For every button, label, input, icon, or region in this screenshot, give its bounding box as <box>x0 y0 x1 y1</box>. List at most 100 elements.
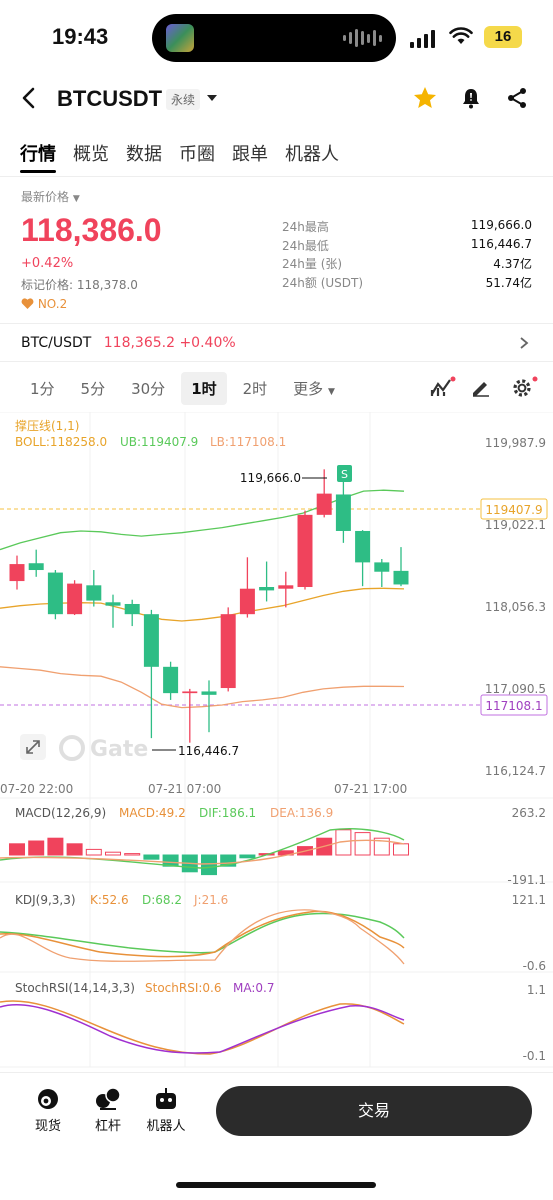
candle-body <box>9 564 25 582</box>
margin-icon <box>96 1087 121 1110</box>
status-time: 19:43 <box>52 24 109 49</box>
indicator-title: 撑压线(1,1) <box>15 418 79 433</box>
indicators-icon[interactable] <box>430 376 456 398</box>
interval-more[interactable]: 更多 ▼ <box>283 372 345 405</box>
candle-body <box>316 493 332 515</box>
favorite-star-icon[interactable] <box>412 85 438 111</box>
contract-type-badge: 永续 <box>166 89 201 110</box>
interval-2h[interactable]: 2时 <box>242 380 268 398</box>
chevron-right-icon[interactable] <box>519 336 529 350</box>
candle <box>259 561 275 602</box>
boll-lower-label: LB:117108.1 <box>210 435 286 449</box>
last-price-label-text: 最新价格 <box>21 190 70 204</box>
candle-body <box>182 691 198 694</box>
candle <box>316 469 332 518</box>
stat-value: 4.37亿 <box>493 257 532 271</box>
macd-axis-min: -191.1 <box>507 873 546 887</box>
macd-bar <box>393 843 409 856</box>
tab-overview[interactable]: 概览 <box>73 144 109 165</box>
kdj-k: K:52.6 <box>90 893 129 907</box>
candle <box>297 510 313 590</box>
candle-body <box>259 587 275 591</box>
active-tab-indicator <box>20 170 56 173</box>
mark-price: 标记价格: 118,378.0 <box>21 278 138 292</box>
candle <box>355 530 371 587</box>
interval-30m[interactable]: 30分 <box>131 380 166 398</box>
back-arrow-icon[interactable] <box>20 87 38 109</box>
interval-1h[interactable]: 1时 <box>181 372 227 405</box>
interval-5m[interactable]: 5分 <box>80 380 106 398</box>
stochrsi-axis-min: -0.1 <box>523 1049 546 1063</box>
spot-price-row[interactable]: BTC/USDT 118,365.2 +0.40% <box>21 335 236 351</box>
stochrsi-title: StochRSI(14,14,3,3) <box>15 981 135 995</box>
nav-bots[interactable]: 机器人 <box>146 1087 186 1134</box>
nav-spot[interactable]: 现货 <box>28 1087 68 1134</box>
chart-settings-gear-icon[interactable] <box>511 375 539 399</box>
page-title[interactable]: BTCUSDT <box>57 86 163 111</box>
macd-dea-line <box>0 839 405 865</box>
candle-body <box>374 562 390 572</box>
macd-bar <box>335 829 352 856</box>
sell-signal-text: S <box>341 468 348 481</box>
stochrsi-value: StochRSI:0.6 <box>145 981 222 995</box>
candle <box>67 580 83 616</box>
stat-label: 24h量 (张) <box>282 257 343 271</box>
candle-body <box>201 691 217 695</box>
watermark-text: Gate <box>90 737 148 762</box>
support-label-box <box>480 694 548 716</box>
sell-signal-marker[interactable] <box>337 465 352 482</box>
price-axis-tick: 117,090.5 <box>485 682 546 696</box>
chart-grid <box>0 412 553 1068</box>
macd-bar <box>239 854 256 859</box>
tab-data[interactable]: 数据 <box>126 144 162 165</box>
candle <box>47 570 63 620</box>
boll-upper-label: UB:119407.9 <box>120 435 198 449</box>
candle <box>124 599 140 627</box>
macd-bar <box>124 853 141 856</box>
nav-bots-label: 机器人 <box>146 1119 186 1134</box>
kdj-axis-max: 121.1 <box>512 893 546 907</box>
tab-copy-trading[interactable]: 跟单 <box>232 144 268 165</box>
price-chart[interactable]: 撑压线(1,1) BOLL:118258.0 UB:119407.9 LB:11… <box>0 412 553 1072</box>
macd-bar <box>201 854 217 876</box>
wifi-icon <box>449 27 473 44</box>
candle <box>143 609 159 739</box>
time-axis-tick: 07-20 22:00 <box>0 782 73 796</box>
stat-label: 24h最低 <box>282 238 329 253</box>
trade-button[interactable]: 交易 <box>216 1086 532 1136</box>
candle-body <box>105 602 121 606</box>
now-playing-icon <box>166 24 194 52</box>
macd-bar <box>9 843 25 856</box>
candle-body <box>239 588 255 615</box>
nav-margin[interactable]: 杠杆 <box>88 1087 128 1134</box>
interval-1m[interactable]: 1分 <box>30 380 55 398</box>
tab-market[interactable]: 行情 <box>20 144 56 165</box>
candle <box>239 557 255 618</box>
home-indicator <box>176 1182 376 1188</box>
candle <box>105 594 121 628</box>
tab-community[interactable]: 币圈 <box>179 144 215 165</box>
macd-bar <box>354 832 371 856</box>
candle <box>28 549 44 577</box>
stat-row: 24h最高 119,666.0 <box>282 218 532 237</box>
candle-body <box>393 570 409 585</box>
watermark: Gate <box>59 735 148 762</box>
candle-body <box>28 563 44 571</box>
kdj-axis-min: -0.6 <box>523 959 546 973</box>
price-alert-bell-icon[interactable] <box>459 86 483 110</box>
share-icon[interactable] <box>505 86 529 110</box>
dropdown-caret-icon[interactable] <box>206 93 218 103</box>
fullscreen-icon[interactable] <box>20 734 46 760</box>
stat-label: 24h额 (USDT) <box>282 275 364 290</box>
heart-icon <box>21 298 34 309</box>
candle-body <box>355 530 371 563</box>
macd-bar <box>105 851 121 856</box>
macd-bar <box>220 854 237 867</box>
stat-row: 24h额 (USDT) 51.74亿 <box>282 274 532 293</box>
price-axis-tick: 119,022.1 <box>485 518 546 532</box>
dynamic-island <box>152 14 396 62</box>
drawing-tool-icon[interactable] <box>470 377 492 397</box>
tab-bots[interactable]: 机器人 <box>285 144 339 165</box>
candle-body <box>124 603 140 615</box>
last-price-label[interactable]: 最新价格 ▼ <box>21 188 80 205</box>
